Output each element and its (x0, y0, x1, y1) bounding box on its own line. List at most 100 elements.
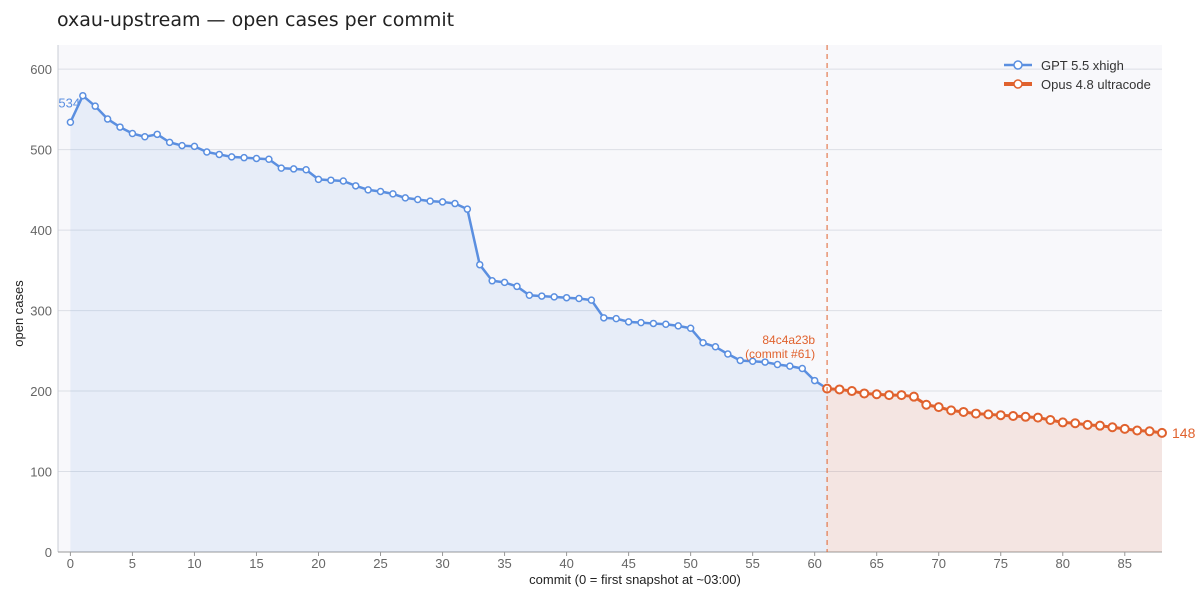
data-point (1157, 427, 1167, 438)
x-tick-label: 55 (745, 556, 759, 571)
legend: GPT 5.5 xhigh Opus 4.8 ultracode (1004, 58, 1151, 92)
data-point (933, 402, 944, 413)
data-point (215, 150, 224, 159)
x-tick-label: 50 (683, 556, 697, 571)
data-point (562, 293, 571, 302)
x-tick-label: 65 (869, 556, 883, 571)
x-tick-label: 60 (807, 556, 821, 571)
x-tick-label: 35 (497, 556, 511, 571)
data-point (859, 388, 870, 399)
x-tick-label: 85 (1118, 556, 1132, 571)
data-point (525, 291, 534, 300)
series-points (822, 383, 1167, 438)
x-tick-label: 20 (311, 556, 325, 571)
y-tick-label: 200 (30, 384, 52, 399)
data-point (1045, 415, 1056, 426)
x-tick-label: 5 (129, 556, 136, 571)
data-point (1057, 417, 1068, 428)
legend-swatch-marker (1013, 79, 1023, 89)
data-point (834, 384, 845, 395)
data-point (413, 195, 422, 204)
data-point (810, 376, 819, 385)
y-tick-label: 500 (30, 143, 52, 158)
data-point (637, 318, 645, 327)
data-point (1032, 412, 1043, 423)
y-tick-label: 0 (45, 545, 52, 560)
data-point (227, 153, 236, 161)
data-point (662, 320, 670, 329)
data-point (327, 176, 335, 184)
data-point (364, 186, 372, 194)
x-axis-label: commit (0 = first snapshot at ~03:00) (529, 572, 741, 587)
data-point (970, 408, 981, 419)
data-point (401, 194, 410, 202)
series-points (66, 91, 831, 393)
data-point (1008, 410, 1019, 421)
x-tick-label: 40 (559, 556, 573, 571)
data-point (711, 343, 720, 351)
data-point (476, 260, 484, 269)
data-point (587, 296, 596, 304)
data-point (884, 390, 895, 401)
data-point (389, 190, 397, 198)
data-point (550, 293, 558, 301)
data-point (871, 389, 882, 400)
x-tick-label: 0 (67, 556, 74, 571)
data-point (314, 175, 323, 184)
x-tick-label: 45 (621, 556, 635, 571)
y-tick-label: 600 (30, 62, 52, 77)
x-tick-label: 75 (994, 556, 1008, 571)
data-point (1107, 422, 1118, 433)
data-point (538, 292, 546, 300)
data-point (91, 102, 99, 110)
data-point (600, 314, 608, 322)
data-point (178, 141, 186, 150)
data-point (921, 399, 932, 410)
x-tick-label: 80 (1056, 556, 1070, 571)
data-point (500, 278, 509, 287)
data-point (686, 324, 695, 333)
data-point (724, 350, 732, 358)
data-point (674, 322, 682, 330)
data-point (575, 294, 583, 303)
data-point (846, 386, 857, 397)
data-point (1144, 426, 1155, 437)
end-value-label: 148 (1172, 425, 1196, 441)
series-line (826, 387, 1163, 435)
data-point (983, 409, 994, 420)
x-tick-label: 30 (435, 556, 449, 571)
data-point (66, 118, 75, 127)
data-point (946, 405, 957, 416)
data-point (896, 390, 907, 401)
data-point (995, 410, 1006, 421)
y-tick-label: 300 (30, 304, 52, 319)
data-point (463, 205, 472, 213)
data-point (1070, 418, 1081, 429)
plot-background (58, 45, 1162, 552)
x-tick-label: 25 (373, 556, 387, 571)
data-point (252, 154, 261, 163)
data-point (438, 198, 447, 206)
data-point (1132, 425, 1143, 436)
legend-swatch-marker (1013, 60, 1023, 70)
data-point (649, 319, 658, 328)
data-point (699, 339, 707, 347)
y-tick-label: 100 (30, 465, 52, 480)
data-point (624, 318, 633, 326)
data-point (451, 199, 459, 208)
data-point (773, 360, 782, 369)
data-point (376, 187, 385, 196)
start-value-label: 534 (58, 95, 80, 110)
data-point (786, 362, 794, 370)
data-point (165, 138, 174, 147)
data-point (1082, 419, 1093, 430)
data-point (116, 123, 124, 131)
marker-label-sub: (commit #61) (745, 347, 815, 361)
data-point (302, 165, 310, 174)
data-point (1020, 411, 1031, 422)
x-tick-label: 70 (931, 556, 945, 571)
data-point (761, 358, 769, 366)
data-point (1119, 423, 1130, 434)
legend-label: Opus 4.8 ultracode (1041, 77, 1151, 92)
